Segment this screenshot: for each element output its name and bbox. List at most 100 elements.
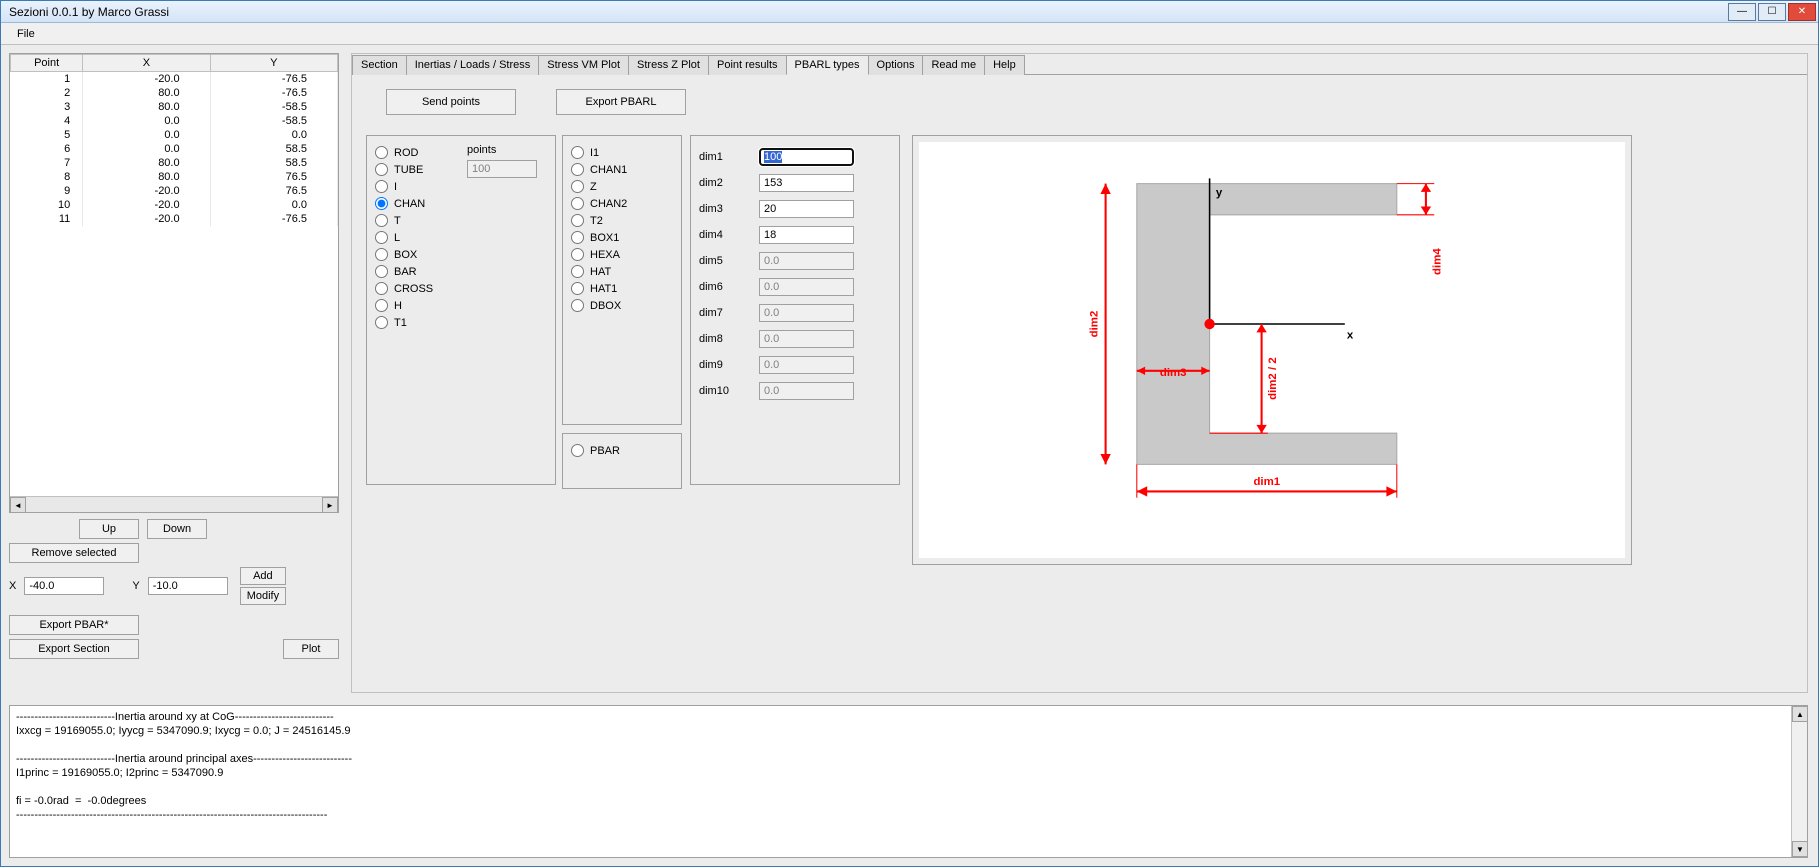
dim-label: dim2 [699,177,741,189]
dim-input-dim6 [759,278,854,296]
dim-input-dim4[interactable] [759,226,854,244]
dims-group: dim1dim2dim3dim4dim5dim6dim7dim8dim9dim1… [690,135,900,485]
tab-point-results[interactable]: Point results [708,55,787,75]
table-row[interactable]: 380.0-58.5 [11,100,338,114]
radio-box1[interactable]: BOX1 [571,229,673,246]
radio-dbox[interactable]: DBOX [571,297,673,314]
radio-i[interactable]: I [375,178,467,195]
col-header[interactable]: X [83,55,210,72]
maximize-button[interactable]: ☐ [1758,3,1786,21]
window-title: Sezioni 0.0.1 by Marco Grassi [3,5,169,19]
radio-pbar[interactable]: PBAR [571,442,673,459]
dim-input-dim1[interactable] [759,148,854,166]
radio-i1[interactable]: I1 [571,144,673,161]
console-text: ---------------------------Inertia aroun… [16,711,352,821]
right-pane: SectionInertias / Loads / StressStress V… [351,53,1808,693]
dim-input-dim3[interactable] [759,200,854,218]
table-row[interactable]: 9-20.076.5 [11,184,338,198]
radio-chan[interactable]: CHAN [375,195,467,212]
dim-row-dim5: dim5 [699,248,891,274]
dim-input-dim5 [759,252,854,270]
tab-pbarl-types[interactable]: PBARL types [786,55,869,75]
svg-text:dim1: dim1 [1253,476,1280,488]
tab-section[interactable]: Section [352,55,407,75]
send-points-button[interactable]: Send points [386,89,516,115]
tab-read-me[interactable]: Read me [922,55,985,75]
scroll-down-arrow[interactable]: ▼ [1792,841,1808,857]
app-window: Sezioni 0.0.1 by Marco Grassi — ☐ ✕ File… [0,0,1819,867]
scroll-left-arrow[interactable]: ◄ [10,497,26,513]
x-label: X [9,580,16,592]
table-row[interactable]: 880.076.5 [11,170,338,184]
table-row[interactable]: 280.0-76.5 [11,86,338,100]
tab-stress-z-plot[interactable]: Stress Z Plot [628,55,709,75]
scroll-right-arrow[interactable]: ► [322,497,338,513]
plot-button[interactable]: Plot [283,639,339,659]
table-row[interactable]: 10-20.00.0 [11,198,338,212]
table-row[interactable]: 11-20.0-76.5 [11,212,338,226]
output-console[interactable]: ---------------------------Inertia aroun… [9,705,1808,858]
tab-options[interactable]: Options [868,55,924,75]
remove-selected-button[interactable]: Remove selected [9,543,139,563]
radio-chan2[interactable]: CHAN2 [571,195,673,212]
close-button[interactable]: ✕ [1788,3,1816,21]
dim-row-dim4: dim4 [699,222,891,248]
scroll-up-arrow[interactable]: ▲ [1792,706,1808,722]
top-buttons: Send points Export PBARL [386,89,1793,115]
left-column: PointXY 1-20.0-76.5280.0-76.5380.0-58.54… [9,53,339,663]
window-buttons: — ☐ ✕ [1728,3,1816,21]
radio-bar[interactable]: BAR [375,263,467,280]
menu-file[interactable]: File [9,26,43,42]
minimize-button[interactable]: — [1728,3,1756,21]
table-row[interactable]: 1-20.0-76.5 [11,72,338,87]
dim-input-dim10 [759,382,854,400]
console-vscroll[interactable]: ▲ ▼ [1791,706,1807,857]
tab-stress-vm-plot[interactable]: Stress VM Plot [538,55,629,75]
up-button[interactable]: Up [79,519,139,539]
col-header[interactable]: Point [11,55,83,72]
radio-hat1[interactable]: HAT1 [571,280,673,297]
export-section-button[interactable]: Export Section [9,639,139,659]
scroll-track[interactable] [26,497,322,512]
col-header[interactable]: Y [210,55,337,72]
x-input[interactable] [24,577,104,595]
radio-z[interactable]: Z [571,178,673,195]
radio-h[interactable]: H [375,297,467,314]
h-scrollbar[interactable]: ◄ ► [10,496,338,512]
export-pbarl-button[interactable]: Export PBARL [556,89,686,115]
table-row[interactable]: 60.058.5 [11,142,338,156]
radio-t[interactable]: T [375,212,467,229]
tab-help[interactable]: Help [984,55,1025,75]
down-button[interactable]: Down [147,519,207,539]
tab-inertias-loads-stress[interactable]: Inertias / Loads / Stress [406,55,540,75]
radio-cross[interactable]: CROSS [375,280,467,297]
radio-tube[interactable]: TUBE [375,161,467,178]
dim-label: dim9 [699,359,741,371]
radio-box[interactable]: BOX [375,246,467,263]
points-table[interactable]: PointXY 1-20.0-76.5280.0-76.5380.0-58.54… [10,54,338,226]
dim-label: dim3 [699,203,741,215]
radio-chan1[interactable]: CHAN1 [571,161,673,178]
dim-input-dim2[interactable] [759,174,854,192]
dim-label: dim4 [699,229,741,241]
table-row[interactable]: 40.0-58.5 [11,114,338,128]
radio-t1[interactable]: T1 [375,314,467,331]
dim-row-dim7: dim7 [699,300,891,326]
dim-input-dim7 [759,304,854,322]
radio-rod[interactable]: ROD [375,144,467,161]
radio-hat[interactable]: HAT [571,263,673,280]
y-input[interactable] [148,577,228,595]
svg-text:dim4: dim4 [1431,248,1443,275]
radio-hexa[interactable]: HEXA [571,246,673,263]
table-row[interactable]: 50.00.0 [11,128,338,142]
dim-row-dim1: dim1 [699,144,891,170]
radio-l[interactable]: L [375,229,467,246]
dim-input-dim9 [759,356,854,374]
table-row[interactable]: 780.058.5 [11,156,338,170]
add-button[interactable]: Add [240,567,286,585]
dim-label: dim7 [699,307,741,319]
modify-button[interactable]: Modify [240,587,286,605]
radio-t2[interactable]: T2 [571,212,673,229]
svg-text:dim3: dim3 [1160,367,1187,379]
export-pbar-button[interactable]: Export PBAR* [9,615,139,635]
